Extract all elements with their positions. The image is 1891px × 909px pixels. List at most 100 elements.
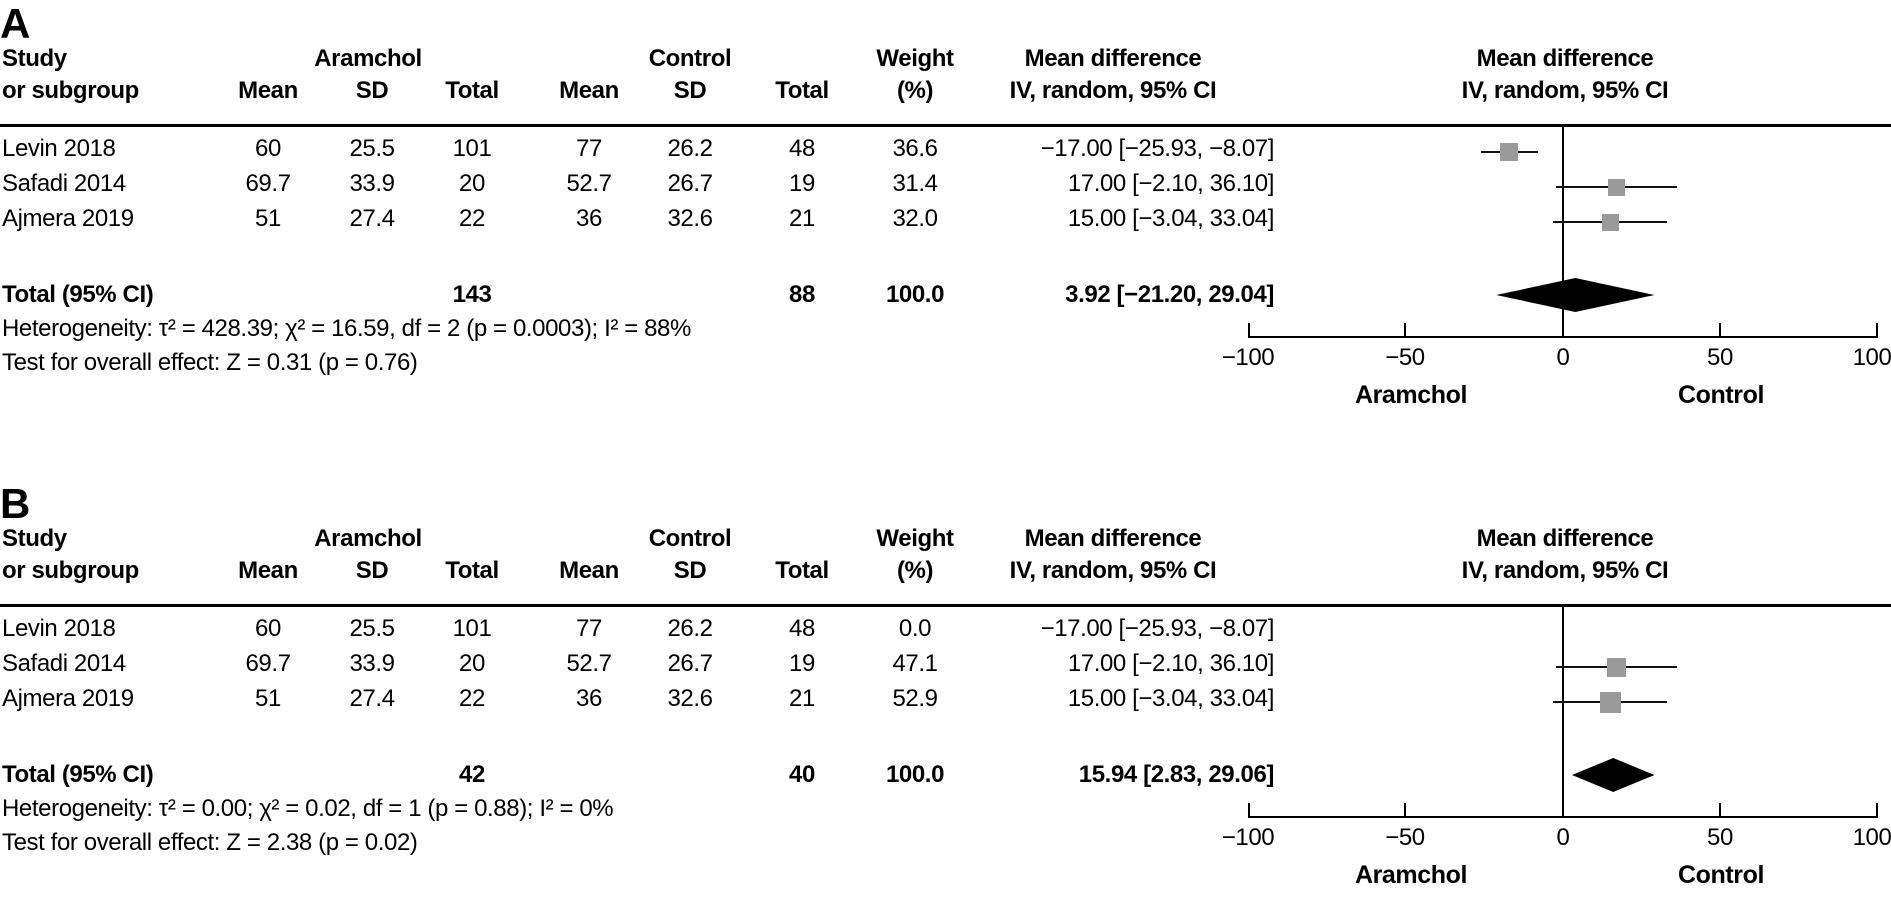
col-header-weight-line2: (%) [896, 77, 934, 104]
cell-mean-aramchol: 51 [255, 205, 281, 232]
tick-label: 100 [1852, 344, 1891, 371]
group-label-left: Aramchol [1354, 381, 1468, 409]
group-label-right: Control [1677, 861, 1765, 889]
header-rule [0, 124, 1891, 127]
cell-mean-control: 52.7 [566, 650, 612, 677]
study-name: Safadi 2014 [2, 650, 126, 677]
overall-effect-text: Test for overall effect: Z = 2.38 (p = 0… [2, 829, 418, 856]
col-header-sd-control: SD [673, 557, 707, 584]
cell-mean-difference: −17.00 [−25.93, −8.07] [1040, 615, 1275, 642]
cell-mean-aramchol: 69.7 [245, 170, 291, 197]
total-weight: 100.0 [885, 761, 945, 788]
cell-sd-control: 32.6 [667, 685, 713, 712]
axis-tick [1876, 323, 1878, 338]
cell-total-control: 21 [789, 685, 815, 712]
col-header-study-line1: Study [2, 525, 67, 552]
heterogeneity-text: Heterogeneity: τ² = 0.00; χ² = 0.02, df … [2, 795, 614, 822]
cell-sd-control: 26.2 [667, 615, 713, 642]
cell-sd-aramchol: 27.4 [349, 685, 395, 712]
study-point-estimate-square [1599, 691, 1621, 713]
col-header-md-line2: IV, random, 95% CI [1009, 77, 1217, 104]
plot-header-md-line2: IV, random, 95% CI [1461, 557, 1669, 584]
col-header-sd-control: SD [673, 77, 707, 104]
col-header-study-line2: or subgroup [2, 557, 139, 584]
panel-b: B Study or subgroup Aramchol Control Wei… [0, 480, 1891, 909]
col-header-mean-control: Mean [559, 557, 619, 584]
forest-plot [1248, 607, 1878, 818]
study-point-estimate-square [1607, 657, 1627, 677]
axis-tick [1719, 803, 1721, 818]
total-mean-difference: 3.92 [−21.20, 29.04] [1065, 281, 1274, 308]
tick-label: −100 [1221, 344, 1275, 371]
panel-a-label: A [0, 0, 31, 47]
study-name: Levin 2018 [2, 135, 116, 162]
axis-tick [1562, 323, 1564, 338]
cell-sd-aramchol: 33.9 [349, 650, 395, 677]
total-aramchol-n: 42 [459, 761, 485, 788]
axis-tick [1248, 323, 1250, 338]
tick-label: −100 [1221, 824, 1275, 851]
cell-total-control: 48 [789, 615, 815, 642]
cell-mean-difference: 17.00 [−2.10, 36.10] [1067, 650, 1275, 677]
cell-total-aramchol: 22 [459, 685, 485, 712]
col-header-total-aramchol: Total [445, 557, 499, 584]
cell-mean-difference: 17.00 [−2.10, 36.10] [1067, 170, 1275, 197]
cell-mean-control: 36 [576, 205, 602, 232]
cell-total-control: 19 [789, 650, 815, 677]
cell-mean-difference: 15.00 [−3.04, 33.04] [1067, 205, 1275, 232]
col-header-weight-line1: Weight [876, 45, 954, 72]
plot-header-md-line1: Mean difference [1476, 525, 1654, 552]
total-control-n: 88 [789, 281, 815, 308]
cell-total-control: 19 [789, 170, 815, 197]
cell-total-aramchol: 20 [459, 170, 485, 197]
cell-weight: 36.6 [892, 135, 938, 162]
group-header-control: Control [648, 45, 732, 72]
cell-weight: 31.4 [892, 170, 938, 197]
forest-plot [1248, 127, 1878, 338]
study-name: Levin 2018 [2, 615, 116, 642]
tick-label: 0 [1556, 344, 1570, 371]
cell-total-control: 21 [789, 205, 815, 232]
cell-sd-aramchol: 25.5 [349, 615, 395, 642]
panel-b-label: B [0, 480, 31, 527]
total-mean-difference: 15.94 [2.83, 29.06] [1078, 761, 1275, 788]
cell-sd-aramchol: 33.9 [349, 170, 395, 197]
col-header-md-line1: Mean difference [1024, 525, 1202, 552]
col-header-study-line1: Study [2, 45, 67, 72]
col-header-total-aramchol: Total [445, 77, 499, 104]
col-header-mean-control: Mean [559, 77, 619, 104]
col-header-total-control: Total [775, 77, 829, 104]
cell-total-aramchol: 20 [459, 650, 485, 677]
total-row-label: Total (95% CI) [2, 761, 154, 788]
cell-mean-control: 36 [576, 685, 602, 712]
cell-weight: 47.1 [892, 650, 938, 677]
cell-weight: 32.0 [892, 205, 938, 232]
col-header-md-line1: Mean difference [1024, 45, 1202, 72]
cell-mean-aramchol: 51 [255, 685, 281, 712]
plot-header-md-line1: Mean difference [1476, 45, 1654, 72]
group-header-control: Control [648, 525, 732, 552]
cell-mean-control: 77 [576, 135, 602, 162]
tick-label: 100 [1852, 824, 1891, 851]
plot-header-md-line2: IV, random, 95% CI [1461, 77, 1669, 104]
col-header-weight-line2: (%) [896, 557, 934, 584]
cell-sd-aramchol: 25.5 [349, 135, 395, 162]
study-name: Safadi 2014 [2, 170, 126, 197]
cell-mean-difference: 15.00 [−3.04, 33.04] [1067, 685, 1275, 712]
tick-label: 0 [1556, 824, 1570, 851]
total-weight: 100.0 [885, 281, 945, 308]
total-row-label: Total (95% CI) [2, 281, 154, 308]
tick-label: 50 [1707, 344, 1733, 371]
study-name: Ajmera 2019 [2, 205, 134, 232]
study-point-estimate-square [1608, 178, 1626, 196]
cell-total-aramchol: 101 [452, 615, 492, 642]
col-header-md-line2: IV, random, 95% CI [1009, 557, 1217, 584]
cell-sd-control: 26.2 [667, 135, 713, 162]
axis-tick [1404, 323, 1406, 338]
group-label-right: Control [1677, 381, 1765, 409]
cell-sd-aramchol: 27.4 [349, 205, 395, 232]
total-aramchol-n: 143 [452, 281, 492, 308]
cell-weight: 0.0 [898, 615, 932, 642]
tick-label: −50 [1385, 824, 1425, 851]
col-header-total-control: Total [775, 557, 829, 584]
